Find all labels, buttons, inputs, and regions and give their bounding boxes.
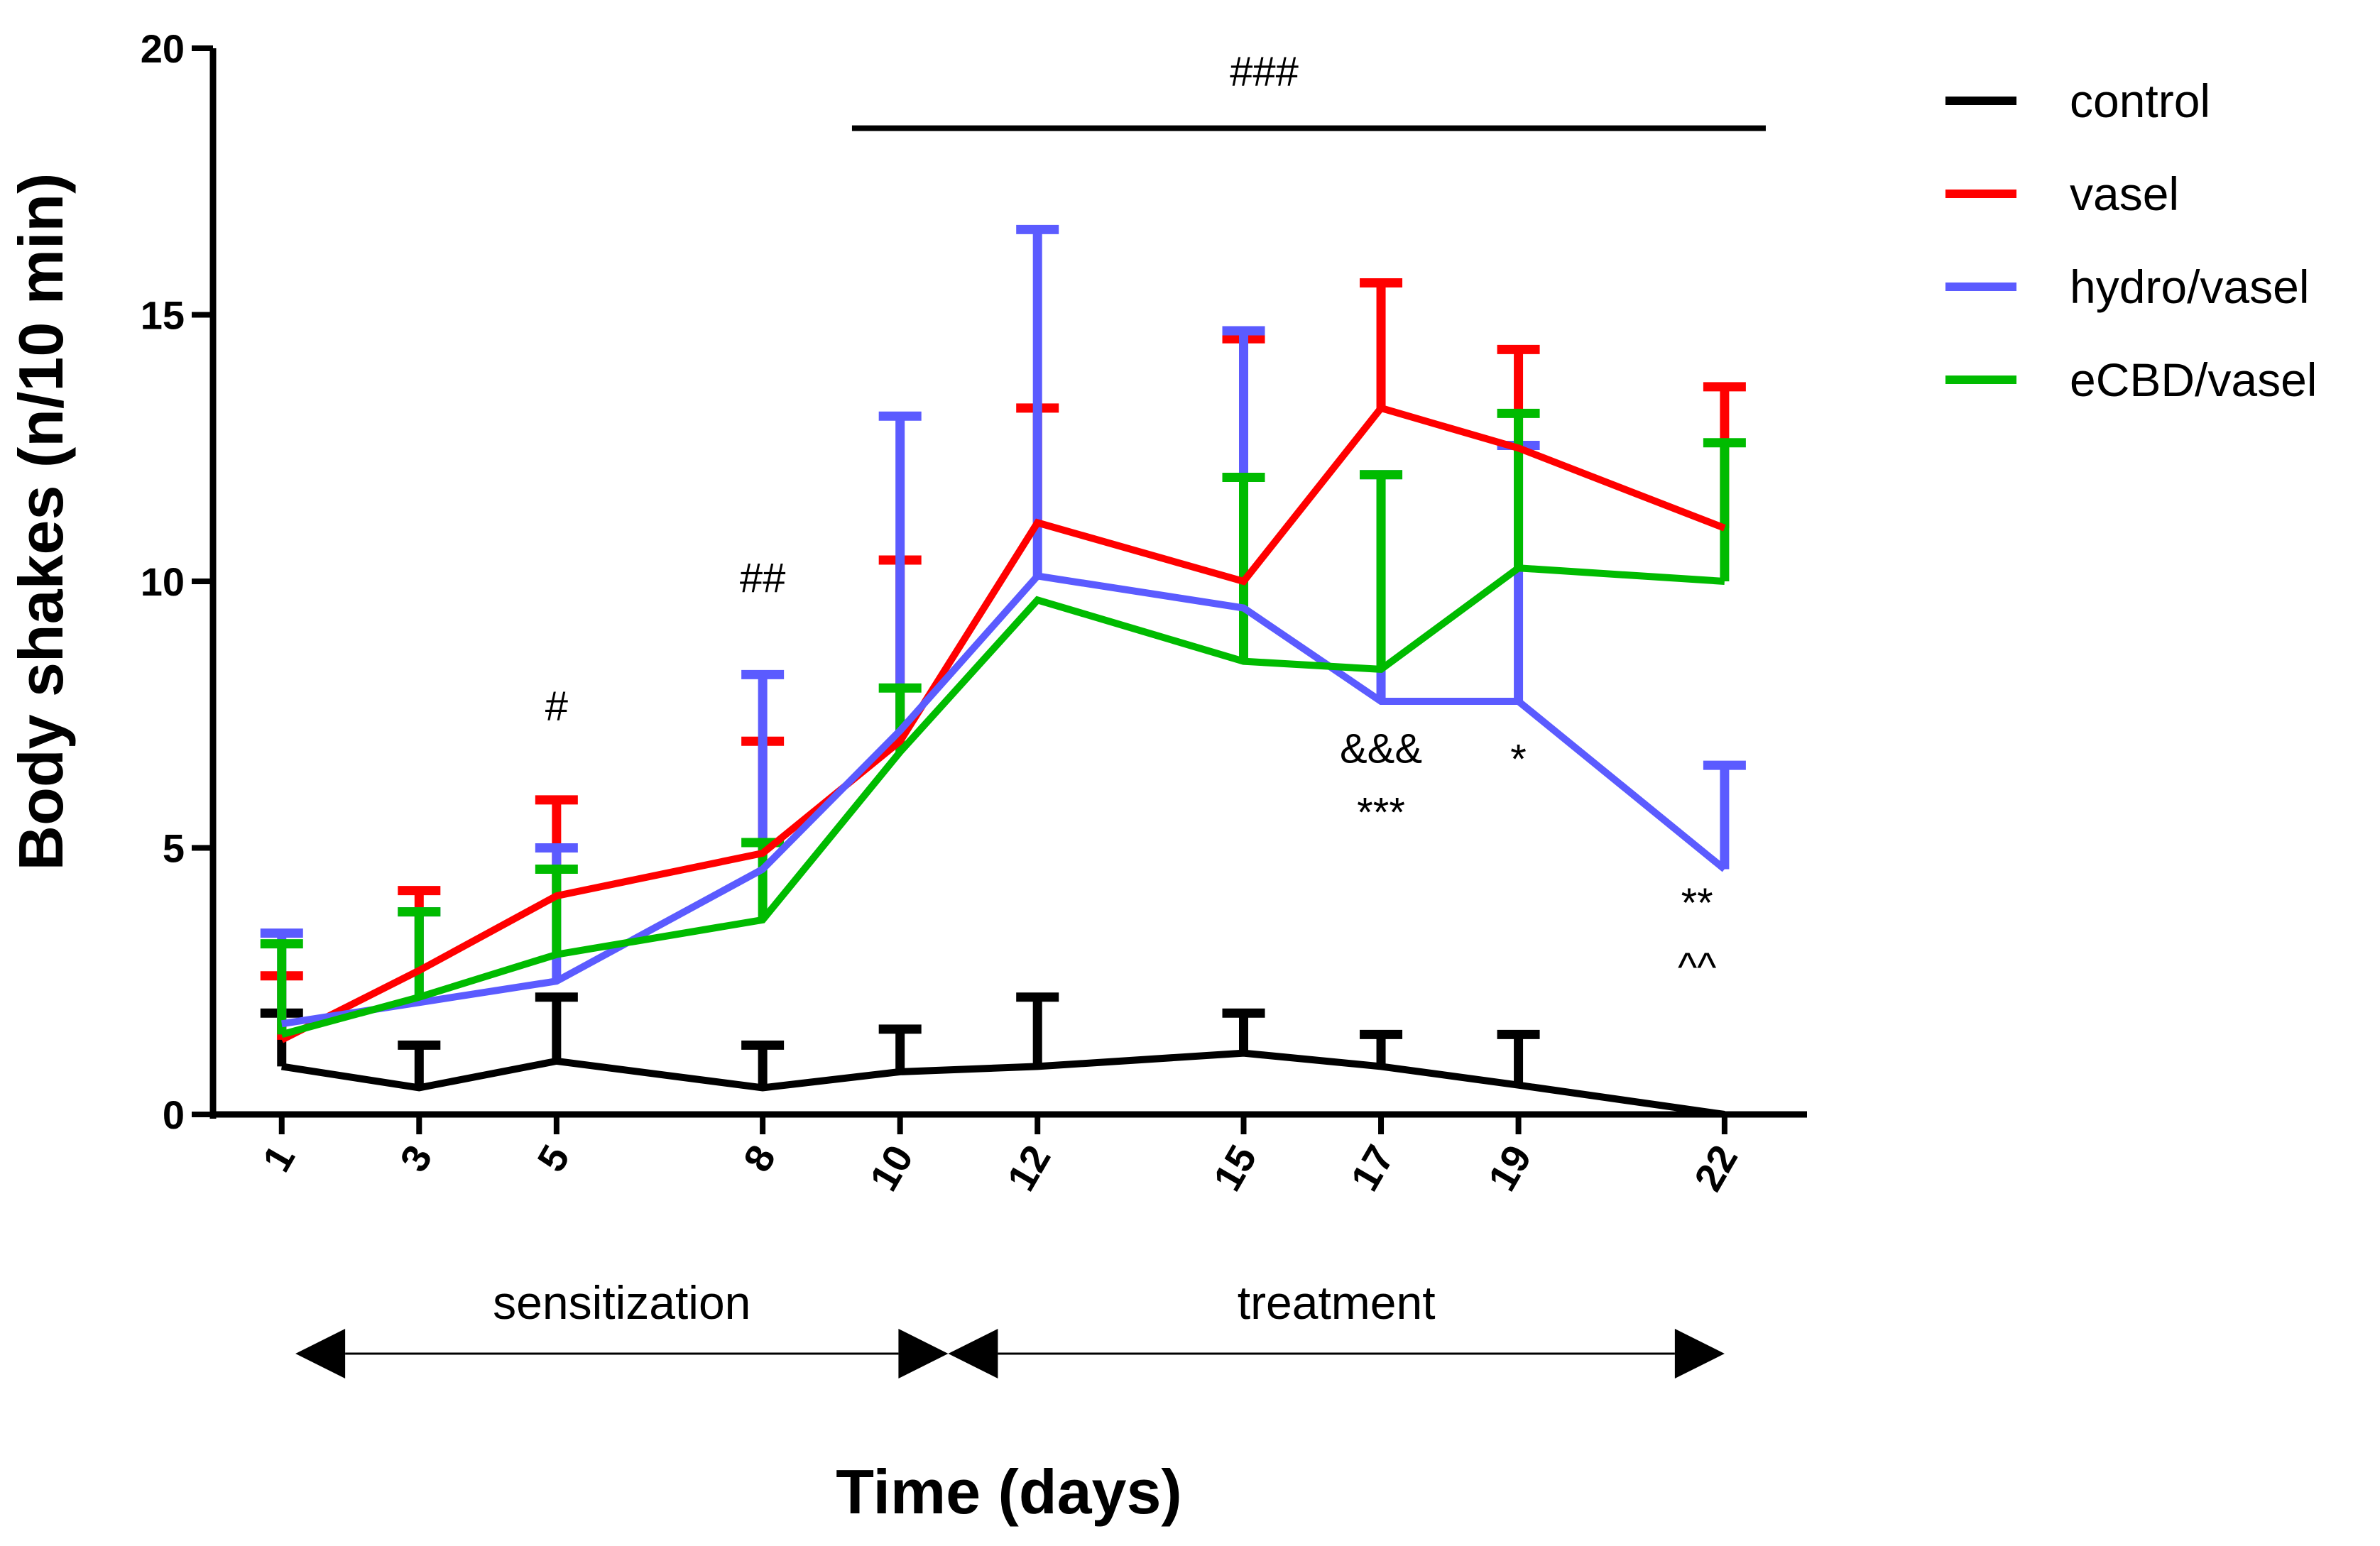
x-axis-title: Time (days) <box>836 1457 1181 1527</box>
legend-label-vasel: vasel <box>2070 168 2179 220</box>
phase-arrow-head-left-sensitization <box>295 1329 346 1378</box>
phase-arrow-head-right-treatment <box>1674 1329 1725 1378</box>
annotation-label: ## <box>740 555 786 601</box>
y-tick-label: 5 <box>163 826 185 871</box>
x-tick-label: 12 <box>998 1138 1059 1198</box>
phase-arrow-head-left-treatment <box>948 1329 998 1378</box>
x-tick-label: 19 <box>1479 1138 1540 1198</box>
x-tick-label: 1 <box>253 1138 303 1179</box>
x-tick-label: 8 <box>734 1138 784 1179</box>
x-tick-label: 5 <box>528 1138 578 1179</box>
annotation-layer: ######&&&******^^ <box>545 49 1766 990</box>
phase-arrow-head-right-sensitization <box>898 1329 949 1378</box>
phase-label-sensitization: sensitization <box>493 1276 750 1329</box>
y-tick-label: 0 <box>163 1092 185 1137</box>
series-line-ecbd-vasel <box>280 564 1725 1038</box>
x-tick-label: 15 <box>1204 1138 1265 1198</box>
phase-label-treatment: treatment <box>1238 1276 1436 1329</box>
x-tick-label: 17 <box>1342 1138 1403 1198</box>
annotation-label: * <box>1510 736 1527 782</box>
x-tick-label: 3 <box>391 1138 441 1179</box>
legend-label-control: control <box>2070 75 2210 127</box>
y-axis-title: Body shakes (n/10 min) <box>6 173 76 871</box>
phase-layer: sensitization treatment <box>295 1276 1725 1378</box>
annotation-label: *** <box>1357 789 1405 835</box>
y-tick-label: 10 <box>141 559 185 604</box>
annotation-label: ### <box>1230 49 1299 95</box>
legend-label-hydro-vasel: hydro/vasel <box>2070 261 2310 313</box>
annotation-label: ** <box>1681 880 1713 926</box>
legend-label-ecbd-vasel: eCBD/vasel <box>2070 353 2317 406</box>
series-line-control <box>281 1049 1725 1118</box>
y-tick-label: 15 <box>141 293 185 338</box>
annotation-label: ^^ <box>1678 944 1716 990</box>
y-tick-label: 20 <box>141 26 185 71</box>
annotation-label: # <box>545 683 568 729</box>
series-line-hydro-vasel <box>281 572 1727 1028</box>
error-bar-layer <box>260 224 1746 1088</box>
legend: control vasel hydro/vasel eCBD/vasel <box>1945 75 2317 406</box>
axes-layer: 0 5 10 15 20 1 3 5 8 10 12 15 17 19 22 <box>141 26 1807 1198</box>
annotation-label: &&& <box>1340 725 1422 772</box>
x-tick-label: 22 <box>1686 1138 1747 1198</box>
x-tick-label: 10 <box>861 1138 922 1198</box>
series-line-vasel <box>280 404 1726 1043</box>
series-layer <box>280 404 1727 1118</box>
